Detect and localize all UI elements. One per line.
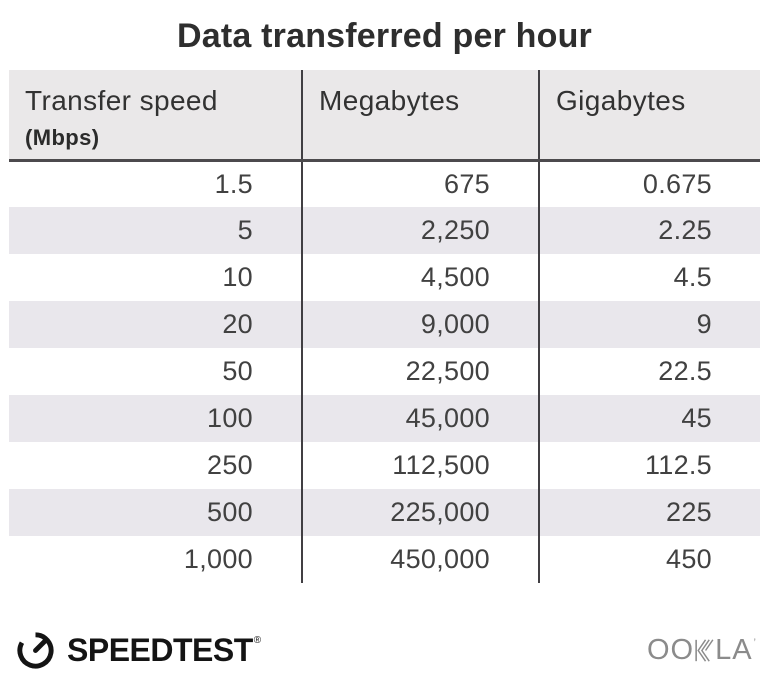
table-cell: 9,000: [301, 301, 539, 348]
table-row: 1,000 450,000 450: [9, 536, 760, 583]
table-cell: 2.25: [538, 207, 760, 254]
table-cell: 1.5: [214, 168, 253, 199]
table-row: 20 9,000 9: [9, 301, 760, 348]
footer: SPEEDTEST ® OO LA ’: [0, 586, 769, 698]
table-row: 5 2,250 2.25: [9, 207, 760, 254]
column-header-label: Transfer speed: [25, 85, 218, 116]
table-cell: 450: [538, 536, 760, 583]
column-header-sublabel: (Mbps): [25, 125, 100, 150]
column-header-megabytes: Megabytes: [301, 70, 539, 162]
table-cell: 45,000: [301, 395, 539, 442]
ookla-wordmark-left: OO: [646, 633, 695, 666]
header-row: Transfer speed (Mbps) Megabytes Gigabyte…: [9, 70, 760, 162]
table-cell: 5: [9, 207, 302, 254]
table-cell: 1,000: [183, 544, 253, 574]
trademark-mark: ’: [753, 636, 757, 649]
table-cell: 9: [538, 301, 760, 348]
table-row: 250 112,500 112.5: [9, 442, 760, 489]
ookla-wordmark-right: LA: [715, 633, 753, 666]
table-cell: 10: [222, 262, 253, 292]
registered-trademark-mark: ®: [253, 634, 262, 646]
table-cell: 45: [538, 395, 760, 442]
ookla-k-icon: [695, 638, 714, 662]
table-cell: 0.675: [538, 160, 760, 207]
table-row: 100 45,000 45: [9, 395, 760, 442]
table-cell: 250: [207, 450, 253, 480]
column-header-transfer-speed: Transfer speed (Mbps): [9, 70, 302, 162]
table-cell: 4.5: [538, 254, 760, 301]
table-cell: 2,250: [301, 207, 539, 254]
table-cell: 20: [9, 301, 302, 348]
column-header-gigabytes: Gigabytes: [538, 70, 760, 162]
table-cell: 225: [538, 489, 760, 536]
table-cell: 675: [301, 160, 539, 207]
page-title: Data transferred per hour: [177, 17, 592, 55]
table-cell: 225,000: [301, 489, 539, 536]
table-row: 500 225,000 225: [9, 489, 760, 536]
column-header-label: Megabytes: [319, 85, 460, 116]
table-cell: 100: [9, 395, 302, 442]
table-row: 10 4,500 4.5: [9, 254, 760, 301]
table-cell: 500: [9, 489, 302, 536]
table-row: 1.5 675 0.675: [9, 160, 760, 207]
table-cell: 112,500: [301, 442, 539, 489]
speedtest-wordmark: SPEEDTEST: [67, 631, 253, 668]
table-row: 50 22,500 22.5: [9, 348, 760, 395]
speedtest-logo: SPEEDTEST ®: [14, 629, 261, 672]
table-cell: 4,500: [301, 254, 539, 301]
ookla-logo: OO LA ’: [647, 634, 757, 667]
speedtest-gauge-icon: [17, 631, 54, 669]
table-cell: 22,500: [301, 348, 539, 395]
table-cell: 450,000: [301, 536, 539, 583]
column-header-label: Gigabytes: [556, 85, 686, 116]
table-cell: 50: [222, 356, 253, 386]
data-table: Transfer speed (Mbps) Megabytes Gigabyte…: [9, 70, 760, 583]
table-cell: 112.5: [538, 442, 760, 489]
table-cell: 22.5: [538, 348, 760, 395]
